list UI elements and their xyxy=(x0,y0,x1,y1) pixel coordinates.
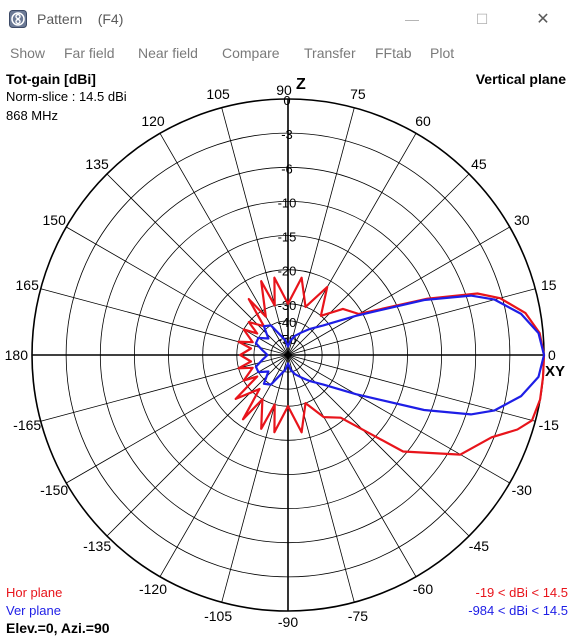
pattern-curves xyxy=(234,276,546,456)
minimize-icon: — xyxy=(405,11,419,27)
ring-label: -40 xyxy=(278,315,297,330)
grid-spoke xyxy=(287,354,417,577)
plane-label: Vertical plane xyxy=(476,71,566,87)
angle-label: -60 xyxy=(413,581,433,597)
maximize-icon: ☐ xyxy=(475,10,489,27)
grid-spoke xyxy=(66,354,289,484)
angle-label: 75 xyxy=(350,86,366,102)
angle-label: 45 xyxy=(471,156,487,172)
ring-labels: 0-3-6-10-15-20-30-40-50 xyxy=(278,93,297,347)
menu-compare[interactable]: Compare xyxy=(222,45,280,61)
angle-label: -90 xyxy=(278,614,298,630)
maximize-button[interactable]: ☐ xyxy=(459,0,505,38)
angle-label: 120 xyxy=(141,113,165,129)
angle-label: 0 xyxy=(548,347,556,363)
title-bar: Pattern (F4) — ☐ ✕ xyxy=(0,0,574,38)
grid-spoke xyxy=(287,354,355,603)
angle-label: 60 xyxy=(415,113,431,129)
close-button[interactable]: ✕ xyxy=(520,0,566,38)
angle-label: 165 xyxy=(16,277,40,293)
angle-label: 150 xyxy=(43,212,67,228)
grid-spoke xyxy=(159,354,289,577)
grid-spoke xyxy=(287,107,355,356)
ver-plane-curve xyxy=(254,294,546,416)
grid-spoke xyxy=(287,354,470,537)
polar-grid xyxy=(31,98,545,612)
menu-show[interactable]: Show xyxy=(10,45,46,61)
ring-label: 0 xyxy=(283,93,290,108)
angle-label: 105 xyxy=(206,86,230,102)
angle-label: -15 xyxy=(539,417,559,433)
angle-label: 180 xyxy=(5,347,29,363)
z-axis-label: Z xyxy=(296,76,306,93)
grid-spoke xyxy=(287,354,536,422)
grid-spoke xyxy=(287,354,510,484)
menu-plot[interactable]: Plot xyxy=(430,45,455,61)
angle-label: 90 xyxy=(276,82,292,98)
ring-label: -15 xyxy=(278,230,297,245)
menu-transfer[interactable]: Transfer xyxy=(304,45,356,61)
angle-label: -45 xyxy=(469,538,489,554)
angle-label: -135 xyxy=(83,538,111,554)
hor-plane-curve xyxy=(234,276,546,456)
ring-label: -20 xyxy=(278,264,297,279)
norm-slice-label: Norm-slice : 14.5 dBi xyxy=(6,89,127,104)
range-ver-plane: -984 < dBi < 14.5 xyxy=(468,603,568,618)
minimize-button[interactable]: — xyxy=(389,0,435,38)
grid-spoke xyxy=(66,226,289,356)
angle-label: -120 xyxy=(139,581,167,597)
angle-label: -30 xyxy=(512,482,532,498)
app-icon xyxy=(9,10,27,28)
grid-spoke xyxy=(221,354,289,603)
grid-spoke xyxy=(287,173,470,356)
grid-spoke xyxy=(159,133,289,356)
grid-spoke xyxy=(40,288,289,356)
ring-label: -6 xyxy=(281,161,293,176)
frequency-label: 868 MHz xyxy=(6,108,58,123)
polar-plot-area: 0 -3 -6 -10 -15 -20 -30 -40 -50 90 75 60 45 30 15 0 -15… xyxy=(0,68,574,639)
legend-ver-plane: Ver plane xyxy=(6,603,61,618)
angle-label: 15 xyxy=(541,277,557,293)
angle-label: 135 xyxy=(85,156,109,172)
polar-plot: 0-3-6-10-15-20-30-40-50 90 75604530150-15… xyxy=(5,71,568,636)
angle-label: -105 xyxy=(204,608,232,624)
window-title: Pattern (F4) xyxy=(37,11,124,27)
menu-bar: Show Far field Near field Compare Transf… xyxy=(0,38,574,68)
ring-label: -30 xyxy=(278,298,297,313)
elev-azi-label: Elev.=0, Azi.=90 xyxy=(6,620,110,636)
angle-label: -75 xyxy=(348,608,368,624)
angle-label: -165 xyxy=(13,417,41,433)
ring-label: -3 xyxy=(281,127,293,142)
grid-spoke xyxy=(106,173,289,356)
legend-hor-plane: Hor plane xyxy=(6,585,62,600)
xy-axis-label: XY xyxy=(545,363,565,380)
angle-label: -150 xyxy=(40,482,68,498)
menu-near-field[interactable]: Near field xyxy=(138,45,198,61)
grid-spoke xyxy=(106,354,289,537)
close-icon: ✕ xyxy=(536,11,550,28)
grid-spoke xyxy=(287,226,510,356)
gain-header: Tot-gain [dBi] xyxy=(6,71,96,87)
menu-fftab[interactable]: FFtab xyxy=(375,45,412,61)
grid-spoke xyxy=(287,133,417,356)
ring-label: -10 xyxy=(278,195,297,210)
grid-spoke xyxy=(221,107,289,356)
angle-labels: 90 75604530150-15-30-45-60-75-90-105-120-… xyxy=(5,82,559,630)
range-hor-plane: -19 < dBi < 14.5 xyxy=(475,585,568,600)
angle-label: 30 xyxy=(514,212,530,228)
menu-far-field[interactable]: Far field xyxy=(64,45,115,61)
grid-spoke xyxy=(40,354,289,422)
